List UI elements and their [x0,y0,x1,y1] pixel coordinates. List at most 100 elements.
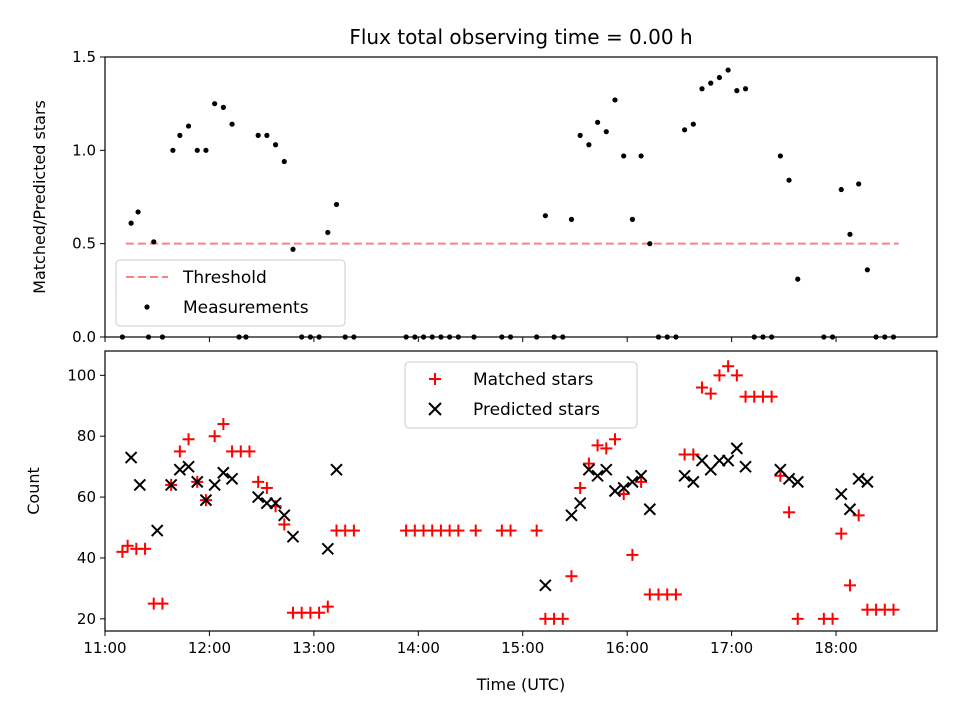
matched-star-marker [713,369,726,382]
matched-star-marker [208,430,221,443]
matched-star-marker [704,387,717,400]
predicted-star-marker [782,472,796,486]
predicted-star-marker [617,481,630,495]
measurement-point [586,142,592,148]
matched-star-marker [635,475,648,488]
matched-star-marker [504,524,517,537]
measurement-point [272,142,279,148]
measurement-point [177,132,183,138]
matched-star-marker [565,570,578,583]
top-y-axis-label: Matched/Predicted stars [30,100,49,294]
measurement-point [151,239,157,245]
matched-star-marker [173,445,186,458]
matched-star-marker [600,442,613,455]
measurement-point [777,153,783,159]
top-axes-frame [104,56,938,338]
bottom-x-tick-label: 12:00 [188,639,231,657]
matched-star-marker [116,545,129,558]
top-legend-box [115,259,346,327]
predicted-star-marker [278,509,291,522]
matched-star-marker [139,542,152,555]
matched-star-marker [696,381,709,394]
bottom-y-tick-label: 60 [77,488,96,506]
predicted-star-marker [573,496,587,510]
matched-star-marker [826,612,839,625]
matched-star-marker [556,612,569,625]
measurement-point [725,67,731,73]
measurement-point [734,88,740,94]
measurement-point [542,213,548,219]
matched-star-marker [835,527,848,540]
legend-matched-label: Matched stars [473,370,593,390]
predicted-star-marker [730,442,744,455]
measurement-point [856,181,862,187]
predicted-star-marker [608,484,622,498]
predicted-star-marker [199,493,213,507]
top-chart-title: Flux total observing time = 0.00 h [349,25,692,49]
legend-measurements-swatch [144,304,150,310]
predicted-star-marker [286,530,300,543]
bottom-y-tick-label: 40 [77,549,96,567]
measurement-point [568,216,575,222]
predicted-star-marker [330,463,343,476]
matched-star-marker [530,524,543,537]
measurement-point [128,220,134,226]
predicted-star-marker [600,463,613,476]
measurement-point [699,86,705,92]
measurement-point [170,147,176,153]
predicted-star-marker [539,579,552,592]
measurement-point [229,121,235,127]
predicted-star-marker [182,460,195,473]
bottom-x-tick-label: 16:00 [606,639,649,657]
top-y-tick-label: 0.0 [72,328,96,346]
predicted-star-marker [843,503,857,516]
matched-star-marker [121,539,134,552]
bottom-legend-box [404,361,638,429]
measurement-point [594,119,601,125]
matched-star-marker [669,588,682,601]
measurement-point [708,80,714,86]
measurement-point [212,101,218,107]
measurement-point [603,129,609,135]
predicted-star-marker [591,469,604,482]
measurement-point [333,201,340,208]
matched-star-marker [608,433,621,446]
predicted-star-marker [582,463,596,476]
measurement-point [255,132,261,138]
bottom-y-axis-label: Count [24,467,43,515]
measurement-point [742,86,749,92]
matched-star-marker [582,457,595,470]
top-legend: Threshold Measurements [115,259,346,327]
matched-star-marker [217,418,230,431]
bottom-plot-area: 20 40 60 80 100 11:00 12:00 13:00 14:00 15:00 16:0… [67,360,900,657]
bottom-y-tick-label: 100 [67,366,96,384]
matched-star-marker [313,606,326,619]
top-y-tick-label: 0.5 [72,235,96,253]
predicted-star-marker [151,524,164,537]
measurement-point [786,177,792,183]
measurement-point [847,231,853,237]
predicted-star-marker [208,478,221,492]
predicted-star-marker [634,469,648,482]
predicted-star-marker [687,475,700,489]
legend-threshold-label: Threshold [182,268,267,288]
measurement-point [264,132,270,138]
bottom-legend: Matched stars Predicted stars [404,361,638,429]
predicted-star-marker [251,490,265,504]
predicted-star-marker [217,466,230,479]
matched-star-marker [887,603,900,616]
bottom-y-tick-label: 20 [77,610,96,628]
measurement-point [864,267,870,273]
bottom-x-tick-label: 17:00 [710,639,753,657]
matched-star-marker [617,488,630,501]
measurement-point [281,158,287,165]
legend-matched-swatch [429,373,441,385]
measurement-point [612,97,618,103]
predicted-star-marker [173,463,187,476]
predicted-star-marker [321,542,335,556]
matched-star-marker [765,390,778,403]
matched-star-marker [469,524,482,537]
predicted-star-marker [643,503,657,516]
top-plot-area: 0.0 0.5 1.0 1.5 [72,48,899,346]
